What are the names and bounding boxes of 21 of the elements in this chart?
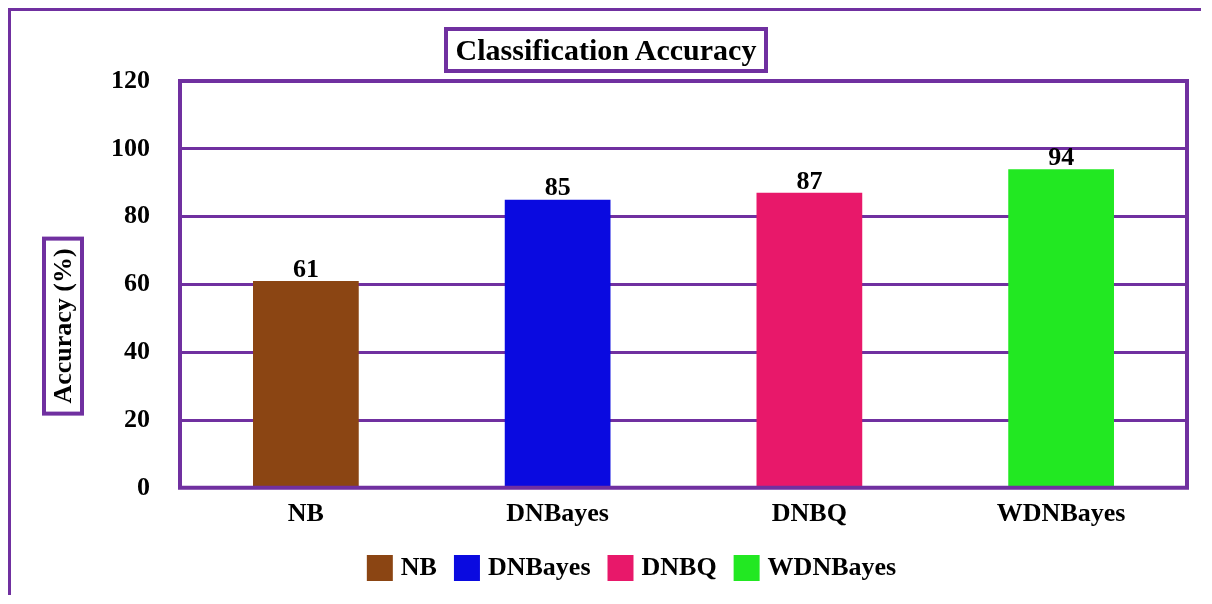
data-label: 87 [796,165,823,195]
y-tick-label: 0 [137,471,150,501]
y-tick-label: 100 [111,132,150,162]
chart-title: Classification Accuracy [443,27,769,73]
x-tick-label: DNBQ [771,498,847,528]
x-tick-label: DNBayes [506,498,609,528]
data-label: 94 [1048,141,1075,171]
legend-label: NB [400,551,437,581]
y-tick-label: 60 [124,268,150,298]
y-tick-label: 40 [124,335,150,365]
y-tick-label: 80 [124,200,150,230]
y-tick-label: 120 [111,64,150,94]
legend-label: DNBQ [641,551,717,581]
x-tick-label: WDNBayes [996,498,1126,528]
legend-label: WDNBayes [767,551,897,581]
data-label: 85 [544,172,571,202]
y-tick-label: 20 [124,403,150,433]
x-tick-label: NB [287,498,324,528]
y-axis-title: Accuracy (%) [42,236,84,416]
legend-label: DNBayes [487,551,591,581]
data-label: 61 [292,253,319,283]
